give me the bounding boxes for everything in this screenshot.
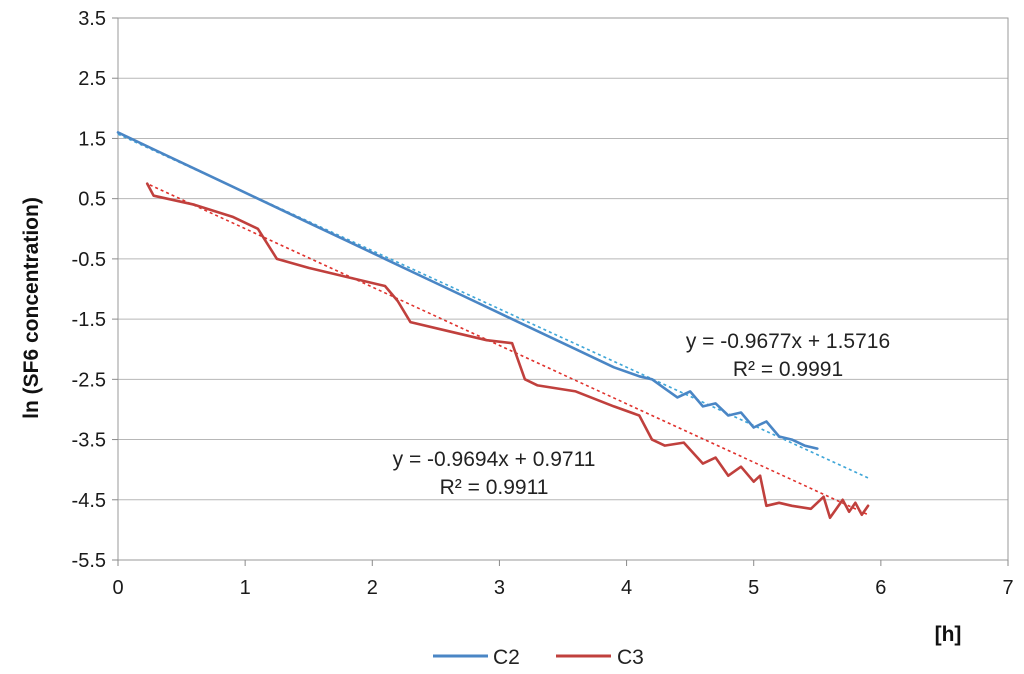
x-axis-label: [h]: [935, 623, 962, 646]
c2-trendline-equation: y = -0.9677x + 1.5716: [686, 330, 890, 353]
x-tick-label: 0: [112, 577, 123, 599]
y-tick-label: 3.5: [78, 8, 106, 30]
x-tick-label: 5: [748, 577, 759, 599]
y-tick-label: -5.5: [72, 550, 106, 572]
c3-trendline-r2: R² = 0.9911: [440, 476, 549, 499]
y-tick-label: 0.5: [78, 189, 106, 211]
x-tick-label: 3: [494, 577, 505, 599]
x-tick-label: 1: [240, 577, 251, 599]
y-axis-label: ln (SF6 concentration): [20, 197, 43, 419]
gridlines: [118, 77, 1008, 501]
y-axis: 3.5 2.5 1.5 0.5 -0.5 -1.5 -2.5 -3.5 -4.5 -5.5: [72, 8, 118, 572]
y-tick-label: 2.5: [78, 68, 106, 90]
y-tick-label: -2.5: [72, 369, 106, 391]
plot-area-border: [117, 17, 1009, 561]
c3-trendline-equation: y = -0.9694x + 0.9711: [393, 448, 596, 471]
series-line-c2: [116, 131, 819, 450]
y-tick-label: -3.5: [72, 430, 106, 452]
y-tick-label: -1.5: [72, 309, 106, 331]
legend: C2 C3: [433, 646, 644, 669]
x-tick-label: 6: [875, 577, 886, 599]
series-line-c3: [145, 182, 870, 520]
y-tick-label: -4.5: [72, 490, 106, 512]
y-tick-label: 1.5: [78, 128, 106, 150]
legend-c2-label: C2: [493, 646, 520, 669]
x-axis: 0 1 2 3 4 5 6 7: [112, 560, 1014, 599]
x-tick-label: 7: [1002, 577, 1013, 599]
x-tick-label: 4: [621, 577, 632, 599]
y-tick-label: -0.5: [72, 249, 106, 271]
data-series: [116, 131, 870, 520]
c2-trendline-r2: R² = 0.9991: [733, 358, 843, 381]
legend-c3-label: C3: [617, 646, 644, 669]
x-tick-label: 2: [367, 577, 378, 599]
